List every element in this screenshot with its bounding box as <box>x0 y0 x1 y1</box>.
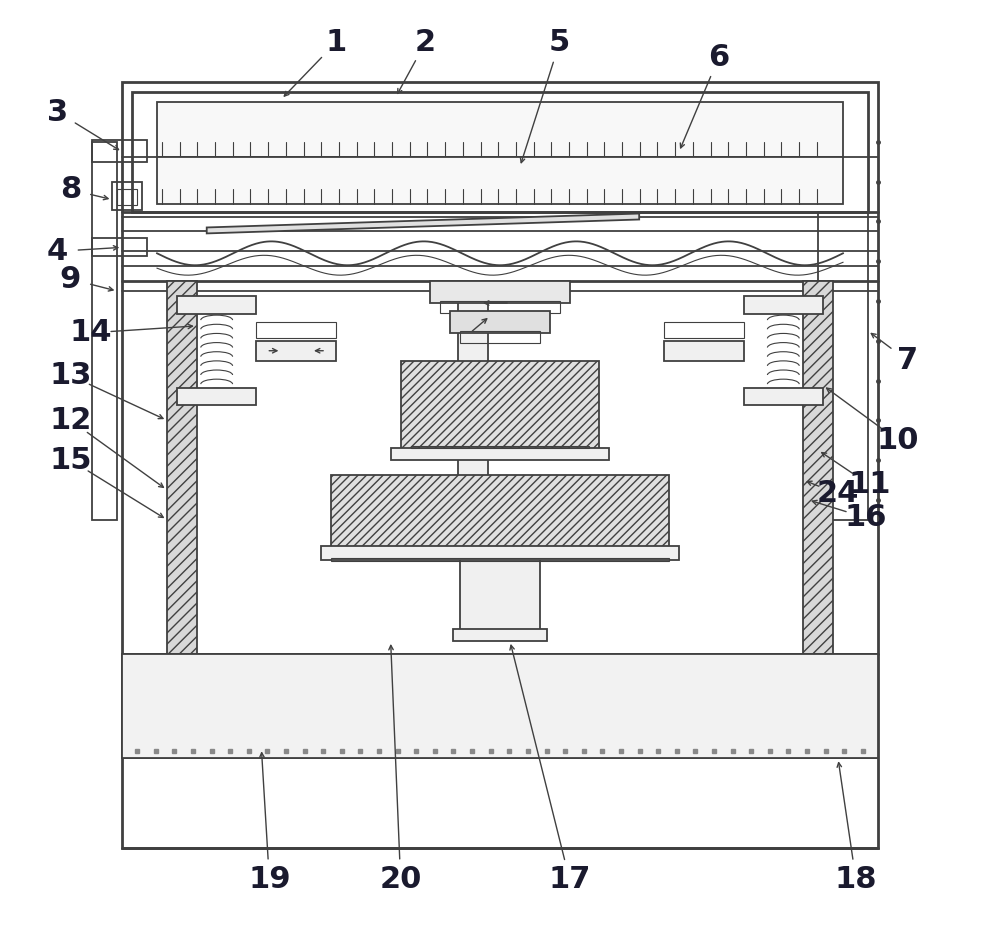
Bar <box>818 212 868 520</box>
Bar <box>331 475 669 549</box>
Bar <box>167 281 197 674</box>
Text: 1: 1 <box>325 28 347 57</box>
Text: 11: 11 <box>849 470 891 500</box>
Bar <box>453 629 547 641</box>
Bar <box>458 291 488 520</box>
Bar <box>401 361 599 450</box>
Bar <box>122 83 878 847</box>
Bar <box>112 181 142 210</box>
Bar <box>177 388 256 406</box>
Bar <box>664 341 744 361</box>
Text: 24: 24 <box>817 480 859 508</box>
Bar <box>331 558 669 561</box>
Bar <box>321 545 679 560</box>
Text: 17: 17 <box>548 865 591 894</box>
Bar <box>744 388 823 406</box>
Bar <box>256 322 336 338</box>
Text: 13: 13 <box>49 361 92 390</box>
Bar <box>411 446 589 448</box>
Bar <box>460 331 540 343</box>
Bar <box>132 92 868 212</box>
Bar <box>122 654 878 758</box>
Bar <box>440 301 560 313</box>
Text: 9: 9 <box>60 265 81 294</box>
Bar <box>450 311 550 332</box>
Polygon shape <box>207 214 639 234</box>
Bar <box>117 189 137 204</box>
Bar <box>460 555 540 634</box>
Text: 15: 15 <box>49 446 92 475</box>
Bar <box>803 281 833 674</box>
Text: 7: 7 <box>897 346 918 375</box>
Text: 2: 2 <box>415 28 436 57</box>
Text: 16: 16 <box>845 504 887 532</box>
Text: 6: 6 <box>708 43 729 72</box>
Text: 10: 10 <box>876 426 919 455</box>
Bar <box>391 448 609 460</box>
Text: 19: 19 <box>248 865 291 894</box>
Bar <box>157 103 843 157</box>
Bar <box>177 296 256 314</box>
Text: 5: 5 <box>549 28 570 57</box>
Bar <box>157 157 843 203</box>
Bar <box>92 142 117 520</box>
Bar <box>664 322 744 338</box>
Text: 18: 18 <box>835 865 877 894</box>
Bar <box>92 238 147 256</box>
Text: 20: 20 <box>379 865 422 894</box>
Text: 14: 14 <box>69 318 112 348</box>
Text: 8: 8 <box>60 175 81 204</box>
Bar <box>430 281 570 303</box>
Bar <box>256 341 336 361</box>
Text: 12: 12 <box>49 406 92 435</box>
Bar <box>92 140 147 162</box>
Text: 4: 4 <box>47 237 68 266</box>
Bar <box>744 296 823 314</box>
Text: 3: 3 <box>47 98 68 126</box>
